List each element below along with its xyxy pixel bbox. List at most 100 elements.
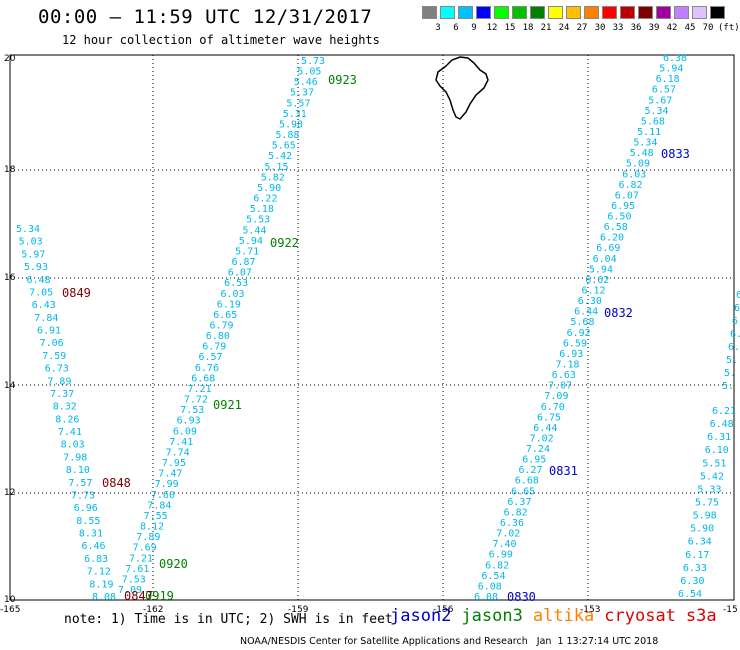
scale-label: 24 [558, 23, 570, 33]
east-track-value: 6.20 [600, 233, 624, 244]
axis-ticks: -165 -162 -159 -156 -153 -15 20 18 16 14 12 10 [0, 54, 738, 615]
center-track-value: 7.41 [169, 437, 193, 448]
west-track-value: 7.84 [34, 313, 58, 324]
far-east-track-value: 5.42 [700, 471, 724, 482]
edge-track-value: 5. [726, 355, 738, 366]
scale-label: 6 [453, 23, 459, 33]
west-track-value: 6.96 [74, 503, 98, 514]
center-track-value: 7.72 [184, 395, 208, 406]
center-track-value: 6.07 [228, 268, 252, 279]
center-track-value: 5.37 [290, 88, 314, 99]
lon-tick-label: -156 [433, 605, 454, 615]
east-track-value: 6.70 [541, 402, 565, 413]
scale-label: 12 [486, 23, 498, 33]
far-east-track-value: 6.34 [688, 537, 712, 548]
center-track-value: 7.53 [122, 574, 146, 585]
east-track-value: 6.12 [582, 286, 606, 297]
edge-track-value: 5. [724, 368, 736, 379]
west-track-value: 6.43 [32, 300, 56, 311]
scale-swatch [638, 6, 653, 19]
east-track-value: 6.63 [552, 370, 576, 381]
west-track-value: 7.37 [50, 389, 74, 400]
lon-tick-label: -153 [580, 605, 600, 615]
center-track-value: 6.53 [224, 278, 248, 289]
center-track-value: 6.57 [199, 352, 223, 363]
center-track-value: 7.53 [180, 405, 204, 416]
east-track-value: 6.95 [522, 455, 546, 466]
east-track-value: 6.82 [619, 180, 643, 191]
far-east-track-value: 5.98 [693, 511, 717, 522]
east-track-value: 6.08 [478, 581, 502, 592]
scale-swatch [530, 6, 545, 19]
lat-tick-label: 16 [4, 273, 16, 283]
east-track-value: 7.07 [548, 381, 572, 392]
pass-time-label: 0830 [507, 590, 536, 604]
far-east-track-value: 5.51 [702, 458, 726, 469]
pass-time-label: 0921 [213, 398, 242, 412]
pass-time-label: 0922 [270, 236, 299, 250]
legend-s3a: s3a [685, 606, 717, 626]
edge-track-value: 6. [734, 303, 740, 314]
east-track-value: 6.08 [474, 592, 498, 603]
center-track-value: 6.87 [232, 257, 256, 268]
west-track-value: 8.32 [53, 402, 77, 413]
lat-tick-label: 20 [4, 54, 16, 64]
west-track-value: 6.48 [27, 275, 51, 286]
east-track-value: 5.48 [630, 148, 654, 159]
center-track-value: 5.15 [264, 162, 288, 173]
scale-label: 15 [504, 23, 516, 33]
far-east-track-value: 6.30 [680, 576, 704, 587]
center-track-value: 6.65 [213, 310, 237, 321]
scale-label: 70 [702, 23, 714, 33]
scale-label: 42 [666, 23, 678, 33]
east-track-value: 5.94 [659, 64, 683, 75]
center-track-value: 5.98 [279, 120, 303, 131]
center-track-value: 7.21 [188, 384, 212, 395]
map-frame [9, 54, 735, 601]
map-grid [10, 55, 734, 600]
east-track-value: 7.40 [493, 539, 517, 550]
scale-swatch [422, 6, 437, 19]
center-track-value: 5.71 [235, 246, 259, 257]
west-track-value: 8.55 [76, 516, 100, 527]
far-east-track-value: 6.10 [705, 445, 729, 456]
center-track-value: 7.84 [147, 500, 171, 511]
center-track-value: 5.73 [301, 56, 325, 67]
east-track-value: 7.18 [556, 360, 580, 371]
west-track-value: 7.98 [63, 452, 87, 463]
pass-time-label: 0919 [145, 589, 174, 603]
east-track-value: 6.37 [507, 497, 531, 508]
page-subtitle: 12 hour collection of altimeter wave hei… [62, 33, 380, 47]
west-track-value: 8.26 [55, 414, 79, 425]
center-track-value: 6.79 [210, 321, 234, 332]
center-track-value: 5.57 [286, 98, 310, 109]
west-track-value: 7.06 [40, 338, 64, 349]
lat-tick-label: 12 [4, 488, 15, 498]
center-track-value: 5.88 [275, 130, 299, 141]
center-track-value: 5.44 [242, 225, 266, 236]
edge-track-value: 6. [736, 290, 740, 301]
center-track-value: 6.22 [253, 194, 277, 205]
east-track-value: 6.54 [481, 571, 505, 582]
east-track-value: 6.38 [663, 53, 687, 64]
far-east-track-value: 6.33 [683, 563, 707, 574]
east-track-value: 6.82 [504, 508, 528, 519]
pass-time-label: 0833 [661, 147, 690, 161]
scale-label: 21 [540, 23, 552, 33]
east-track-value: 5.09 [626, 159, 650, 170]
center-track-value: 7.74 [166, 448, 190, 459]
edge-track-value: 5. [722, 381, 734, 392]
scale-swatch [512, 6, 527, 19]
east-track-value: 6.93 [559, 349, 583, 360]
pass-time-label: 0849 [62, 286, 91, 300]
east-track-value: 6.30 [578, 296, 602, 307]
center-track-value: 7.55 [144, 511, 168, 522]
lon-tick-label: -162 [143, 605, 163, 615]
east-track-value: 6.44 [533, 423, 557, 434]
pass-time-label: 0847 [124, 589, 153, 603]
east-track-value: 6.04 [593, 254, 617, 265]
scale-swatch [494, 6, 509, 19]
center-track-value: 7.95 [162, 458, 186, 469]
east-track-value: 7.02 [530, 434, 554, 445]
scale-swatch [692, 6, 707, 19]
